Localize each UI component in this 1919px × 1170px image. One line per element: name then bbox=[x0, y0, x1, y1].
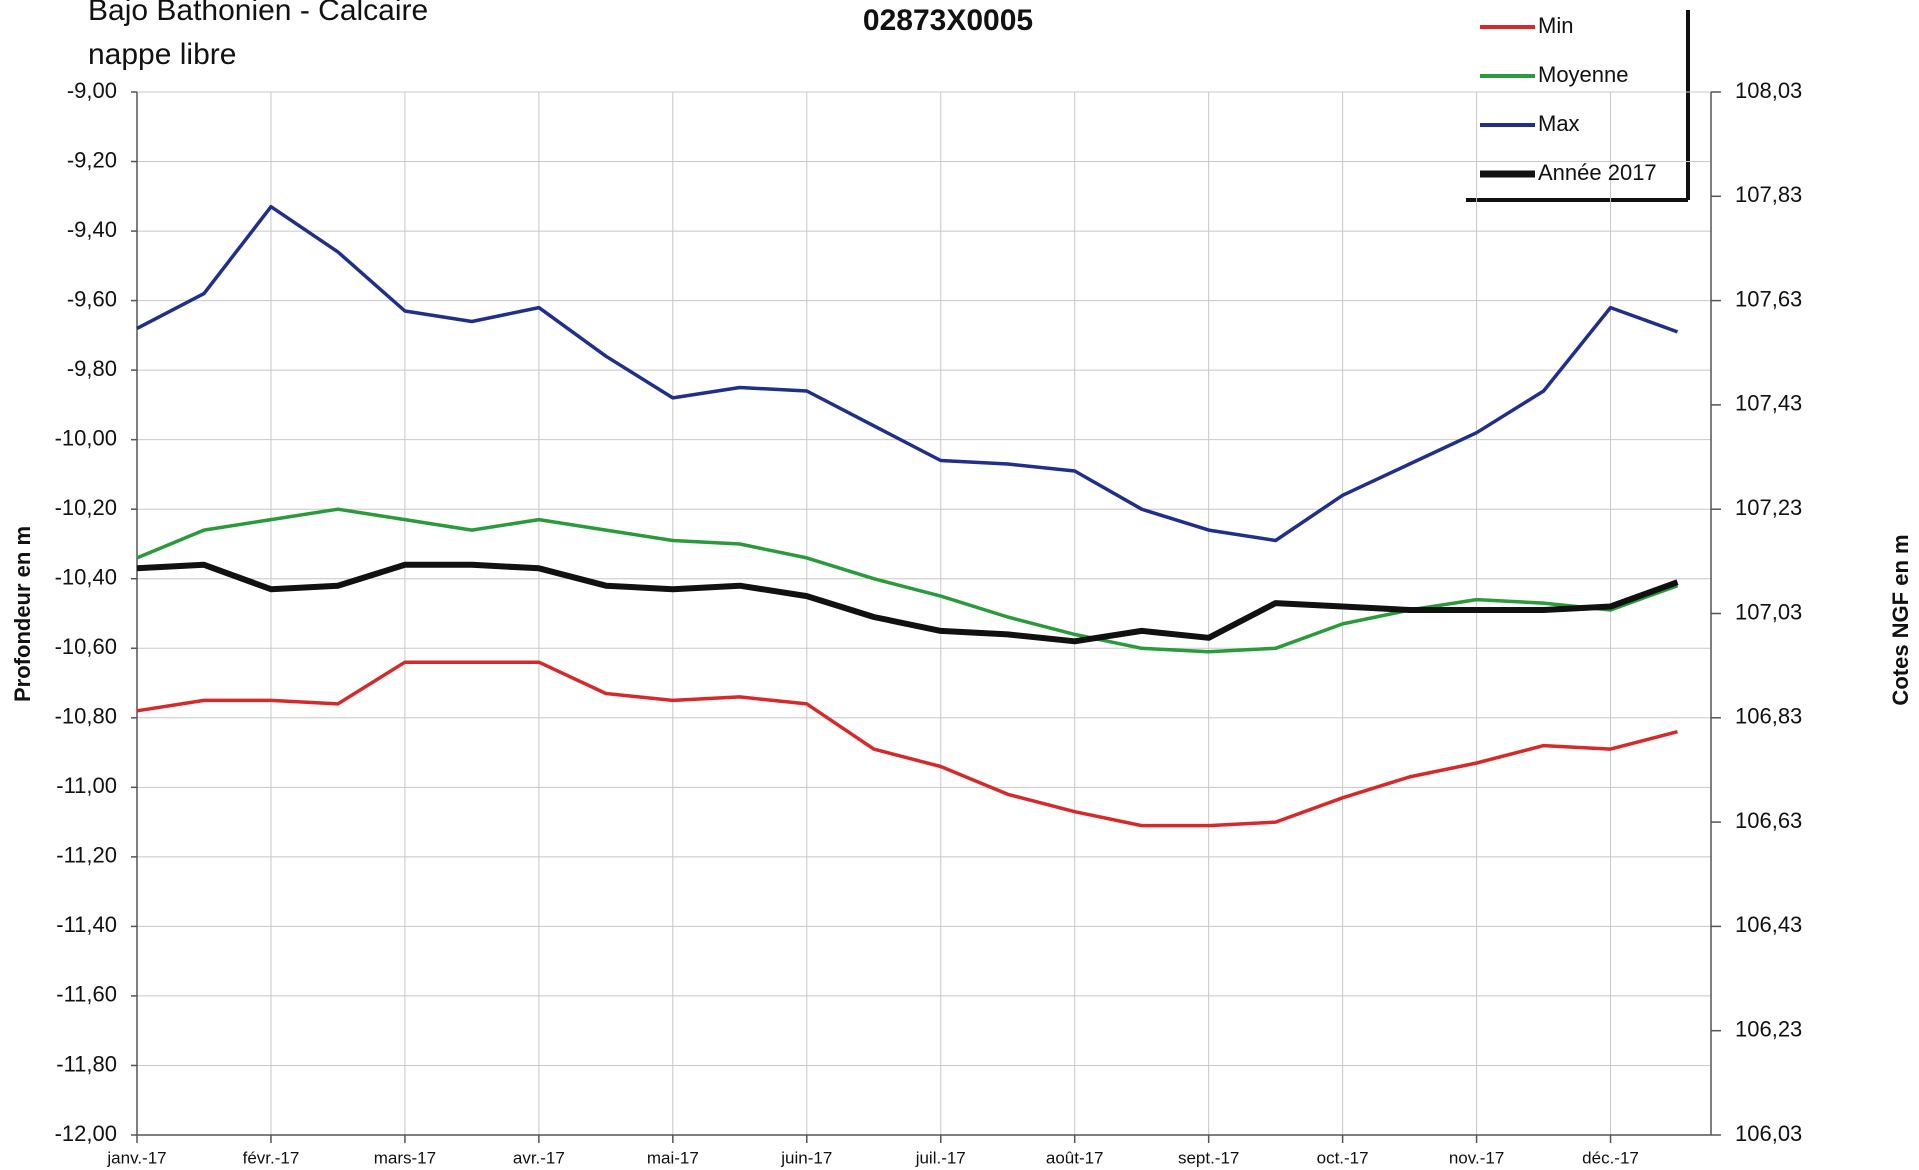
y-tick-label: -12,00 bbox=[55, 1121, 117, 1146]
legend-label: Min bbox=[1538, 13, 1573, 38]
y2-tick-label: 106,83 bbox=[1735, 704, 1802, 729]
y-tick-label: -10,00 bbox=[55, 425, 117, 450]
y-tick-label: -9,60 bbox=[67, 286, 117, 311]
y2-axis-label: Cotes NGF en m bbox=[1888, 534, 1913, 705]
legend-label: Moyenne bbox=[1538, 62, 1629, 87]
x-tick-label: févr.-17 bbox=[243, 1148, 300, 1167]
x-tick-label: août-17 bbox=[1046, 1148, 1104, 1167]
series-line bbox=[136, 660, 1678, 828]
x-tick-label: mai-17 bbox=[647, 1148, 699, 1167]
legend-label: Max bbox=[1538, 111, 1580, 136]
chart-subtitle: Bajo Bathonien - Calcaire bbox=[88, 0, 428, 27]
y2-tick-label: 106,23 bbox=[1735, 1017, 1802, 1042]
y-tick-label: -10,40 bbox=[55, 565, 117, 590]
x-tick-label: avr.-17 bbox=[513, 1148, 565, 1167]
x-tick-label: janv.-17 bbox=[106, 1148, 166, 1167]
x-tick-label: juil.-17 bbox=[915, 1148, 966, 1167]
y-tick-label: -10,60 bbox=[55, 634, 117, 659]
y-tick-label: -11,20 bbox=[56, 843, 117, 868]
chart-title: 02873X0005 bbox=[863, 4, 1033, 37]
y-tick-label: -9,80 bbox=[67, 356, 117, 381]
series-line bbox=[136, 561, 1679, 645]
y-tick-label: -9,40 bbox=[67, 217, 117, 242]
y-tick-label: -11,60 bbox=[56, 982, 117, 1007]
x-tick-label: oct.-17 bbox=[1317, 1148, 1369, 1167]
y2-tick-label: 107,43 bbox=[1735, 391, 1802, 416]
y2-tick-label: 106,03 bbox=[1735, 1121, 1802, 1146]
y-tick-label: -10,80 bbox=[55, 704, 117, 729]
y-tick-label: -9,20 bbox=[67, 147, 117, 172]
y2-tick-label: 107,03 bbox=[1735, 599, 1802, 624]
series-line bbox=[136, 507, 1679, 654]
x-tick-label: mars-17 bbox=[374, 1148, 436, 1167]
y-axis-label: Profondeur en m bbox=[10, 526, 35, 702]
x-tick-label: nov.-17 bbox=[1449, 1148, 1504, 1167]
x-tick-label: sept.-17 bbox=[1178, 1148, 1239, 1167]
y2-tick-label: 106,63 bbox=[1735, 808, 1802, 833]
y2-tick-label: 107,83 bbox=[1735, 182, 1802, 207]
y-tick-label: -9,00 bbox=[67, 78, 117, 103]
y2-tick-label: 107,63 bbox=[1735, 286, 1802, 311]
y2-tick-label: 106,43 bbox=[1735, 912, 1802, 937]
y-tick-label: -11,00 bbox=[56, 773, 117, 798]
series-line bbox=[136, 204, 1679, 543]
y-tick-label: -11,80 bbox=[56, 1051, 117, 1076]
y-tick-label: -11,40 bbox=[56, 912, 117, 937]
y-tick-label: -10,20 bbox=[55, 495, 117, 520]
y2-tick-label: 107,23 bbox=[1735, 495, 1802, 520]
y2-tick-label: 108,03 bbox=[1735, 78, 1802, 103]
chart-subtitle: nappe libre bbox=[88, 38, 236, 71]
x-tick-label: juin-17 bbox=[780, 1148, 832, 1167]
legend-label: Année 2017 bbox=[1538, 160, 1657, 185]
x-tick-label: déc.-17 bbox=[1582, 1148, 1639, 1167]
